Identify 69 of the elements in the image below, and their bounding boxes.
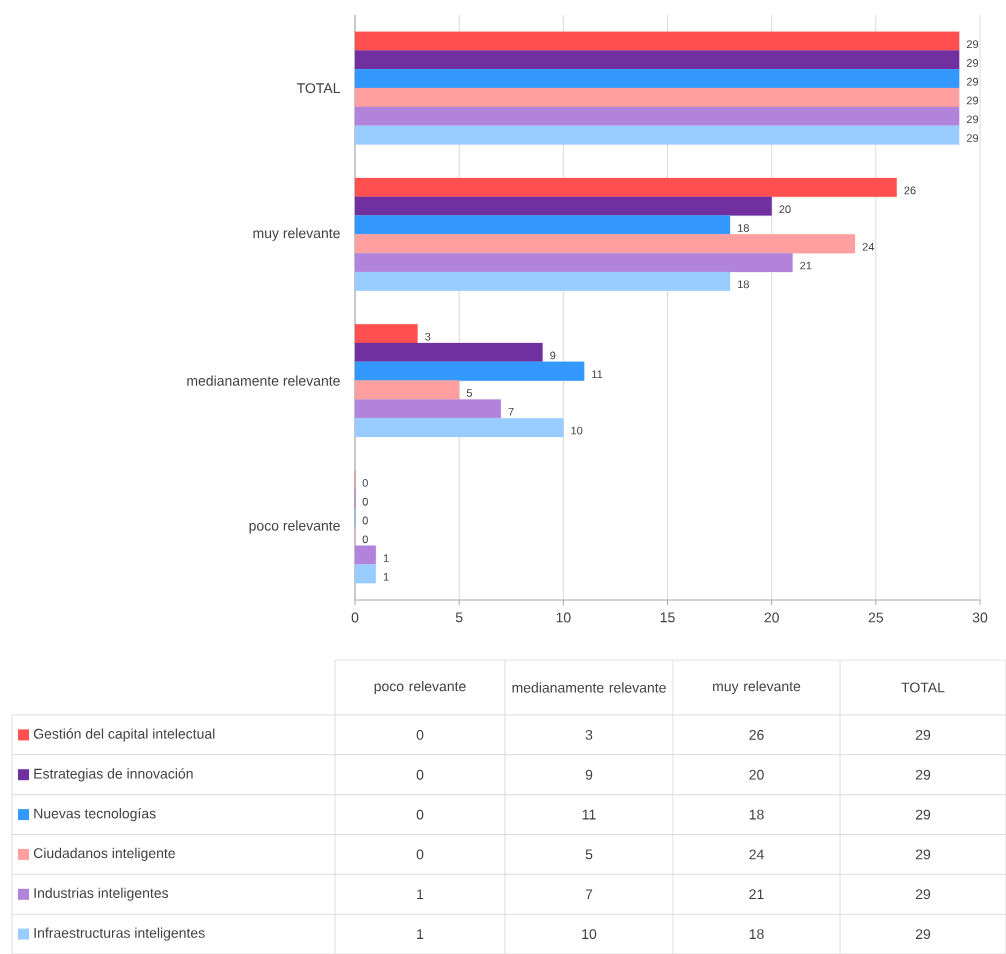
text: 0 — [416, 809, 424, 820]
legend-label: Ciudadanos inteligente — [33, 847, 175, 861]
x-tick-label: 25 — [868, 612, 884, 623]
legend-label: Estrategias de innovación — [34, 768, 193, 782]
text: 21 — [749, 889, 764, 900]
text: 0 — [416, 769, 424, 780]
data-label: 0 — [362, 535, 368, 544]
data-label: 11 — [592, 370, 603, 379]
data-label: 1 — [383, 573, 389, 581]
y-tick-label: TOTAL — [296, 83, 341, 94]
y-tick-label: poco relevante — [249, 520, 340, 534]
data-label: 29 — [966, 40, 979, 49]
text: 29 — [915, 769, 931, 780]
data-label: 20 — [779, 205, 791, 214]
data-label: 29 — [966, 96, 979, 105]
y-tick-label: medianamente relevante — [187, 375, 340, 386]
text: 7 — [585, 889, 593, 900]
legend-label: Nuevas tecnologías — [34, 807, 156, 822]
text: 20 — [749, 769, 764, 780]
text: 26 — [749, 729, 764, 740]
data-label: 3 — [425, 332, 431, 341]
data-label: 1 — [383, 554, 389, 562]
x-tick-label: 5 — [455, 612, 463, 623]
x-tick-label: 15 — [660, 612, 675, 623]
category-label: muy relevante — [713, 680, 801, 695]
text: 3 — [585, 729, 593, 740]
data-label: 26 — [904, 186, 916, 195]
data-label: 29 — [966, 115, 979, 124]
y-tick-label: muy relevante — [253, 227, 340, 241]
text: 1 — [417, 889, 424, 900]
text: 10 — [582, 929, 597, 940]
category-label: poco relevante — [374, 680, 466, 695]
text: 29 — [915, 809, 931, 820]
legend-label: Industrias inteligentes — [34, 887, 169, 901]
data-label: 10 — [571, 426, 583, 435]
text: 5 — [585, 849, 593, 860]
text: 18 — [749, 929, 764, 940]
data-label: 0 — [362, 516, 368, 525]
data-label: 7 — [508, 408, 514, 416]
data-label: 18 — [738, 280, 749, 289]
x-tick-label: 10 — [556, 612, 571, 623]
x-tick-label: 0 — [351, 612, 359, 623]
data-label: 29 — [966, 59, 979, 67]
text: 1 — [417, 929, 424, 939]
text: 0 — [416, 729, 424, 740]
text: 29 — [915, 729, 931, 740]
data-label: 0 — [362, 497, 368, 506]
text: 29 — [915, 849, 931, 860]
x-tick-label: 30 — [972, 612, 988, 623]
data-label: 21 — [800, 261, 812, 270]
data-label: 29 — [966, 77, 979, 86]
x-tick-label: 20 — [764, 612, 779, 623]
legend-label: Infraestructuras inteligentes — [34, 927, 205, 941]
data-label: 18 — [738, 224, 749, 232]
data-label: 5 — [466, 389, 473, 397]
data-label: 24 — [862, 242, 875, 251]
legend-label: Gestión del capital intelectual — [33, 728, 215, 742]
category-label: medianamente relevante — [512, 682, 666, 693]
data-label: 0 — [362, 479, 368, 487]
text: 29 — [915, 929, 931, 940]
text: 29 — [915, 889, 931, 900]
data-label: 9 — [550, 351, 556, 360]
text: 11 — [582, 809, 596, 820]
text: 24 — [749, 849, 764, 860]
category-label: TOTAL — [901, 682, 945, 693]
text: 9 — [585, 769, 593, 780]
text: 18 — [749, 809, 764, 820]
data-label: 29 — [966, 134, 979, 142]
text: 0 — [416, 849, 424, 860]
